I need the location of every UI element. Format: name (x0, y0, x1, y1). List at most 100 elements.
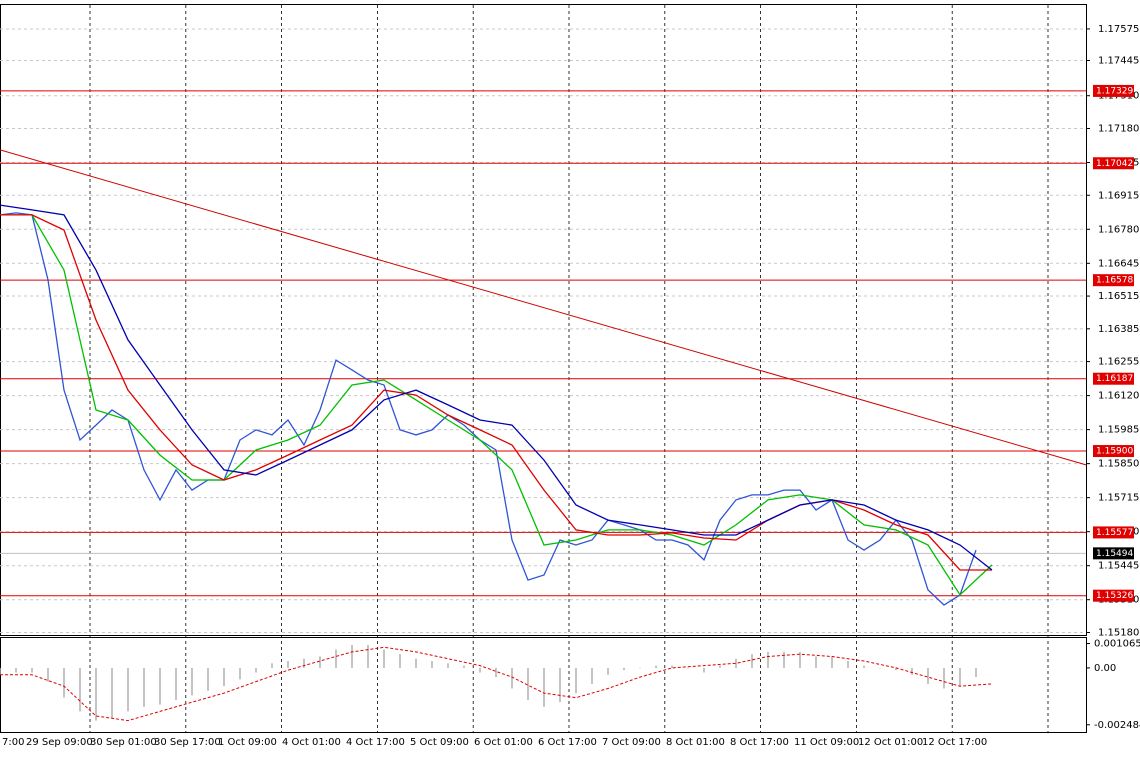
histogram-bar (511, 667, 513, 689)
x-tick-label: 8 Oct 17:00 (730, 737, 789, 748)
histogram-bar (319, 656, 321, 668)
histogram-bar (927, 667, 929, 684)
histogram-bar (719, 665, 721, 668)
level-label-box (1093, 84, 1134, 97)
x-tick-label: 8 Oct 01:00 (666, 737, 725, 748)
x-tick-label: 4 Oct 17:00 (346, 737, 405, 748)
histogram-bar (175, 667, 177, 700)
level-label: 1.15326 (1096, 591, 1133, 601)
histogram-bar (95, 667, 97, 721)
x-tick-label: 11 Oct 09:00 (794, 737, 859, 748)
histogram-bar (735, 658, 737, 668)
y-tick-label: -0.002484 (1094, 720, 1140, 731)
histogram-bar (159, 667, 161, 705)
histogram-bar (847, 661, 849, 668)
histogram-bar (767, 651, 769, 668)
y-tick-label: 1.17180 (1098, 123, 1139, 134)
main-panel-frame (0, 4, 1087, 636)
y-tick-label: 1.16645 (1098, 258, 1139, 269)
histogram-bar (63, 667, 65, 698)
histogram-bar (479, 667, 481, 673)
x-tick-label: 6 Oct 01:00 (474, 737, 533, 748)
x-tick-label: 12 Oct 01:00 (858, 737, 923, 748)
level-label-box (1093, 526, 1134, 539)
histogram-bar (543, 667, 545, 707)
x-tick-label: 7 Oct 09:00 (602, 737, 661, 748)
histogram-bar (79, 667, 81, 712)
y-tick-label: 1.16120 (1098, 391, 1139, 402)
histogram-bar (943, 667, 945, 689)
histogram-bar (207, 667, 209, 691)
histogram-bar (959, 667, 961, 687)
histogram-bar (623, 667, 625, 671)
histogram-bar (0, 667, 1, 675)
level-label: 1.16187 (1096, 374, 1133, 384)
histogram-bar (783, 651, 785, 668)
level-label-box (1093, 445, 1134, 458)
histogram-bar (335, 649, 337, 668)
histogram-bar (367, 645, 369, 668)
histogram-bar (751, 654, 753, 668)
histogram-bar (863, 665, 865, 668)
level-label: 1.16578 (1096, 276, 1133, 286)
histogram-bar (607, 667, 609, 675)
histogram-bar (303, 658, 305, 668)
histogram-bar (111, 667, 113, 719)
histogram-bar (671, 665, 673, 668)
x-tick-label: 30 Sep 17:00 (154, 737, 221, 748)
y-tick-label: 1.15850 (1098, 459, 1139, 470)
histogram-bar (687, 667, 689, 669)
x-tick-label: 6 Oct 17:00 (538, 737, 597, 748)
macd-panel-frame (0, 637, 1087, 733)
x-tick-label: 5 Oct 09:00 (410, 737, 469, 748)
histogram-bar (15, 667, 17, 673)
price-line (0, 212, 977, 606)
level-label: 1.17042 (1096, 159, 1133, 169)
histogram-bar (191, 667, 193, 696)
y-tick-label: 1.16515 (1098, 291, 1139, 302)
histogram-bar (527, 667, 529, 700)
last-price-box (1093, 547, 1134, 560)
x-tick-label: 7:00 (2, 737, 24, 748)
histogram-bar (287, 661, 289, 668)
histogram-bar (447, 663, 449, 668)
histogram-bar (415, 658, 417, 668)
y-tick-label: 1.15445 (1098, 561, 1139, 572)
histogram-bar (431, 661, 433, 668)
y-tick-label: 1.16780 (1098, 224, 1139, 235)
x-tick-label: 29 Sep 09:00 (26, 737, 93, 748)
histogram-bar (463, 665, 465, 668)
histogram-bar (47, 667, 49, 682)
histogram-bar (143, 667, 145, 707)
y-tick-label: 1.16915 (1098, 190, 1139, 201)
y-tick-label: 1.16385 (1098, 324, 1139, 335)
x-tick-label: 1 Oct 09:00 (218, 737, 277, 748)
y-tick-label: 0.001065 (1094, 639, 1140, 650)
y-tick-label: 1.15985 (1098, 425, 1139, 436)
signal-line (0, 646, 993, 722)
level-label-box (1093, 372, 1134, 385)
histogram-bar (383, 649, 385, 668)
x-tick-label: 4 Oct 01:00 (282, 737, 341, 748)
histogram-bar (591, 667, 593, 684)
histogram-bar (975, 667, 977, 678)
histogram-bar (575, 667, 577, 694)
y-tick-label: 1.15715 (1098, 493, 1139, 504)
moving-average (0, 214, 992, 571)
trendline (0, 149, 1087, 466)
histogram-bar (351, 645, 353, 668)
y-tick-label: 0.00 (1094, 663, 1116, 674)
y-tick-label: 1.17445 (1098, 55, 1139, 66)
last-price-label: 1.15494 (1096, 549, 1133, 559)
level-label-box (1093, 157, 1134, 170)
moving-average (0, 214, 993, 596)
histogram-bar (639, 667, 641, 669)
histogram-bar (815, 656, 817, 668)
level-label: 1.15577 (1096, 528, 1133, 538)
level-label: 1.17329 (1096, 86, 1133, 96)
histogram-bar (127, 667, 129, 712)
moving-average (0, 204, 993, 571)
histogram-bar (703, 667, 705, 673)
x-tick-label: 30 Sep 01:00 (90, 737, 157, 748)
